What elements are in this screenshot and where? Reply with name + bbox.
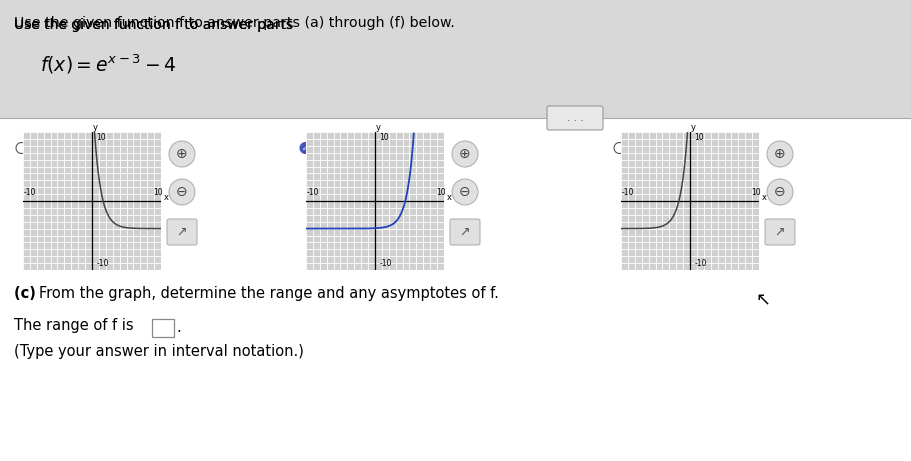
Text: -10: -10 xyxy=(693,259,706,267)
Text: ↖: ↖ xyxy=(754,291,769,309)
Text: ↗: ↗ xyxy=(177,225,187,238)
FancyBboxPatch shape xyxy=(764,219,794,245)
Text: .: . xyxy=(176,319,180,335)
Circle shape xyxy=(16,142,27,154)
FancyBboxPatch shape xyxy=(167,219,197,245)
Circle shape xyxy=(452,179,477,205)
Text: y: y xyxy=(375,123,381,132)
Circle shape xyxy=(452,141,477,167)
Text: ✓: ✓ xyxy=(302,143,308,153)
FancyBboxPatch shape xyxy=(152,319,174,337)
Text: C.: C. xyxy=(628,141,641,155)
Text: ⊖: ⊖ xyxy=(458,185,470,199)
Text: -10: -10 xyxy=(379,259,391,267)
Circle shape xyxy=(300,142,311,154)
Circle shape xyxy=(766,141,793,167)
Text: ⊕: ⊕ xyxy=(176,147,188,161)
Text: ↗: ↗ xyxy=(459,225,470,238)
Text: $f(x) = e^{x-3} - 4$: $f(x) = e^{x-3} - 4$ xyxy=(40,52,177,76)
Text: Use the given function f to answer parts: Use the given function f to answer parts xyxy=(14,18,297,32)
Text: -10: -10 xyxy=(621,188,633,197)
Text: ↗: ↗ xyxy=(774,225,784,238)
FancyBboxPatch shape xyxy=(547,106,602,130)
Circle shape xyxy=(766,179,793,205)
Text: y: y xyxy=(691,123,695,132)
Circle shape xyxy=(613,142,624,154)
Text: Use the given function f to answer parts: Use the given function f to answer parts xyxy=(14,18,297,32)
Text: 10: 10 xyxy=(152,188,162,197)
Text: From the graph, determine the range and any asymptotes of f.: From the graph, determine the range and … xyxy=(39,286,498,301)
Text: -10: -10 xyxy=(96,259,108,267)
Text: x: x xyxy=(445,193,451,202)
Text: 10: 10 xyxy=(379,133,388,142)
Text: B.: B. xyxy=(313,141,328,155)
Circle shape xyxy=(169,179,195,205)
Text: ⊖: ⊖ xyxy=(176,185,188,199)
Text: A.: A. xyxy=(30,141,44,155)
Text: -10: -10 xyxy=(24,188,36,197)
Text: ⊕: ⊕ xyxy=(773,147,785,161)
Text: The range of f is: The range of f is xyxy=(14,318,138,333)
Text: x: x xyxy=(163,193,169,202)
Text: ⊖: ⊖ xyxy=(773,185,785,199)
Text: (Type your answer in interval notation.): (Type your answer in interval notation.) xyxy=(14,344,303,359)
Text: . . .: . . . xyxy=(566,113,583,123)
Text: 10: 10 xyxy=(750,188,760,197)
Circle shape xyxy=(169,141,195,167)
Text: (c): (c) xyxy=(14,286,41,301)
Text: 10: 10 xyxy=(435,188,445,197)
Text: y: y xyxy=(93,123,97,132)
Text: Use the given function f to answer parts (a) through (f) below.: Use the given function f to answer parts… xyxy=(14,16,455,30)
Text: 10: 10 xyxy=(96,133,106,142)
FancyBboxPatch shape xyxy=(449,219,479,245)
Text: ⊕: ⊕ xyxy=(458,147,470,161)
Text: -10: -10 xyxy=(306,188,319,197)
Text: x: x xyxy=(761,193,765,202)
Text: 10: 10 xyxy=(693,133,703,142)
Bar xyxy=(0,0,911,118)
